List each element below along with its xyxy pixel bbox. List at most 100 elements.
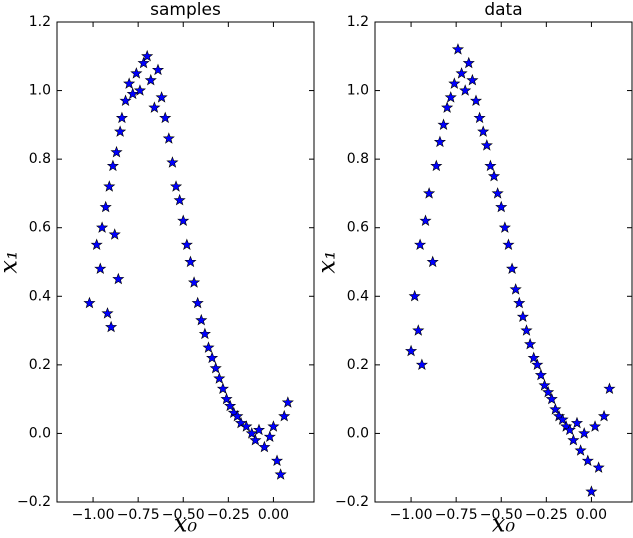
point	[430, 159, 443, 172]
point	[531, 358, 544, 371]
point	[477, 125, 490, 137]
plot: −1.00 −0.75 −0.50 −0.25 0.00 −0.2 0.0 0.2 0.4 0.6…	[0, 0, 315, 538]
x-tick-label: −1.00	[390, 507, 433, 523]
point	[141, 49, 154, 62]
point	[578, 427, 591, 439]
point	[94, 262, 107, 275]
point	[267, 420, 280, 432]
point	[455, 67, 468, 79]
point	[516, 310, 529, 323]
chart-title: samples	[150, 0, 221, 20]
point	[459, 84, 472, 96]
axes-frame	[374, 21, 633, 503]
point	[240, 420, 253, 432]
point	[224, 399, 237, 412]
x-tick-label: −0.50	[480, 507, 523, 523]
point	[231, 409, 244, 422]
point	[169, 180, 183, 192]
point	[412, 324, 425, 336]
point	[216, 382, 229, 395]
point	[110, 145, 123, 158]
point	[448, 77, 461, 89]
y-axis-label: x₁	[0, 250, 23, 273]
point	[281, 396, 294, 408]
point	[570, 416, 584, 429]
point	[137, 56, 150, 69]
point	[520, 324, 533, 336]
x-tick-label: 0.00	[576, 507, 607, 523]
point	[491, 187, 504, 199]
y-tick-label: 0.2	[29, 357, 51, 373]
point	[419, 214, 432, 227]
point	[513, 296, 526, 309]
y-tick-label: 1.2	[347, 14, 369, 30]
point	[198, 327, 211, 340]
point	[414, 238, 427, 251]
y-tick-label: 1.2	[29, 14, 51, 30]
point	[441, 101, 454, 113]
point	[527, 351, 540, 364]
y-tick-label: 0.8	[347, 151, 369, 167]
point	[191, 296, 204, 309]
points	[83, 49, 294, 480]
y-tick-label: 0.0	[29, 425, 51, 441]
point	[444, 91, 457, 103]
point	[96, 221, 109, 233]
point	[103, 180, 116, 192]
y-tick-label: −0.2	[335, 494, 369, 510]
point	[133, 84, 147, 96]
y-tick-label: 0.4	[29, 288, 51, 304]
plot: −1.00 −0.75 −0.50 −0.25 0.00 −0.2 0.0 0.2 0.4 0.6…	[313, 0, 633, 538]
point	[144, 73, 157, 86]
y-axis-label: x₁	[313, 250, 341, 273]
point	[245, 427, 258, 439]
point	[220, 392, 233, 405]
point	[258, 440, 271, 453]
point	[119, 94, 132, 107]
y-tick-label: 0.4	[347, 288, 369, 304]
point	[114, 125, 127, 137]
point	[234, 416, 248, 429]
point	[188, 276, 201, 288]
point	[274, 468, 287, 480]
point	[115, 111, 128, 124]
y-tick-label: 0.6	[29, 220, 51, 236]
point	[105, 320, 118, 333]
point	[451, 43, 465, 55]
point	[162, 132, 175, 144]
x-tick-label: −0.25	[525, 507, 568, 523]
point	[524, 337, 537, 350]
point	[106, 159, 119, 172]
y-tick-label: 0.2	[347, 357, 369, 373]
point	[206, 351, 219, 364]
point	[473, 111, 486, 124]
point	[581, 454, 594, 467]
point	[263, 430, 276, 443]
point	[574, 444, 587, 456]
point	[278, 409, 291, 422]
point	[585, 485, 598, 497]
point	[538, 379, 551, 391]
point	[408, 289, 421, 302]
x-tick-label: −0.50	[162, 507, 205, 523]
x-tick-label: 0.00	[258, 507, 289, 523]
point	[151, 63, 165, 76]
point	[184, 255, 197, 268]
point	[495, 200, 508, 213]
axes-frame	[56, 21, 315, 503]
point	[423, 187, 436, 199]
point	[549, 403, 562, 415]
point	[534, 368, 547, 381]
point	[426, 255, 439, 268]
point	[173, 193, 186, 206]
point	[195, 313, 208, 326]
y-tick-label: 0.0	[347, 425, 369, 441]
point	[202, 341, 215, 353]
point	[588, 420, 602, 432]
point	[123, 77, 136, 89]
y-tick-label: 0.8	[29, 151, 51, 167]
point	[592, 461, 605, 473]
point	[480, 139, 493, 151]
point	[126, 87, 139, 100]
point	[542, 385, 555, 398]
